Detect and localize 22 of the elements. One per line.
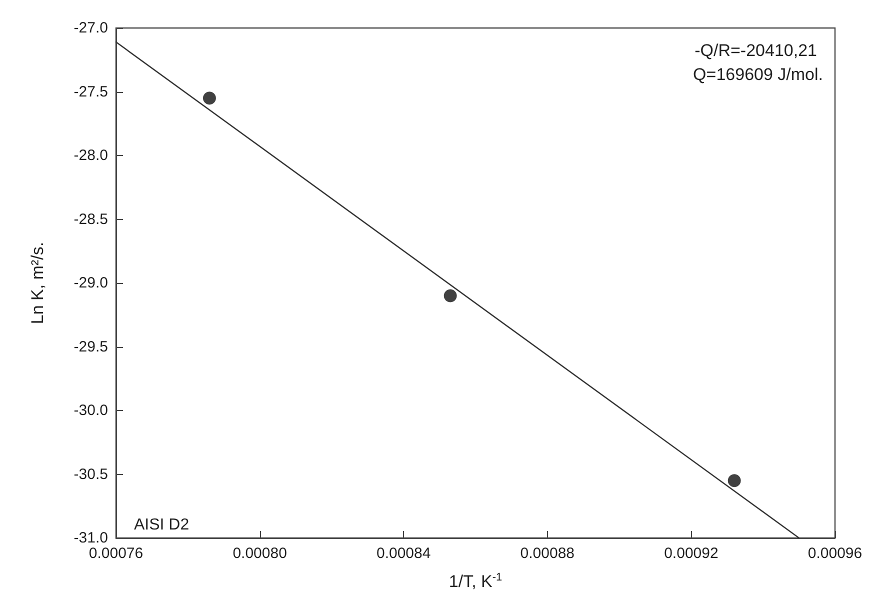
point bbox=[202, 92, 216, 105]
point bbox=[444, 289, 457, 302]
x-tick-label: 0.00092 bbox=[664, 545, 718, 562]
x-tick-label: 0.00076 bbox=[88, 545, 144, 562]
y-tick-label: -29.0 bbox=[74, 274, 108, 292]
y-tick-label: -30.5 bbox=[74, 466, 108, 483]
x-tick-label: 0.00084 bbox=[376, 545, 431, 562]
point bbox=[728, 474, 741, 488]
y-tick-label: -29.5 bbox=[74, 338, 108, 356]
y-tick-label: -31.0 bbox=[74, 530, 108, 546]
y-axis-title: Ln K, m²/s. bbox=[28, 242, 47, 324]
annotation: AISI D2 bbox=[134, 516, 190, 534]
y-tick-label: -28.5 bbox=[74, 210, 108, 228]
y-tick-label: -28.0 bbox=[74, 147, 108, 164]
y-tick-label: -27.0 bbox=[74, 20, 108, 36]
annotation: Q=169609 J/mol. bbox=[693, 65, 824, 84]
x-tick-label: 0.00088 bbox=[520, 545, 575, 562]
y-tick-label: -27.5 bbox=[74, 83, 108, 100]
annotation: -Q/R=-20410,21 bbox=[694, 41, 818, 60]
y-tick-label: -30.0 bbox=[74, 402, 108, 419]
x-tick-label: 0.00096 bbox=[808, 545, 862, 562]
x-tick-label: 0.00080 bbox=[232, 545, 287, 562]
